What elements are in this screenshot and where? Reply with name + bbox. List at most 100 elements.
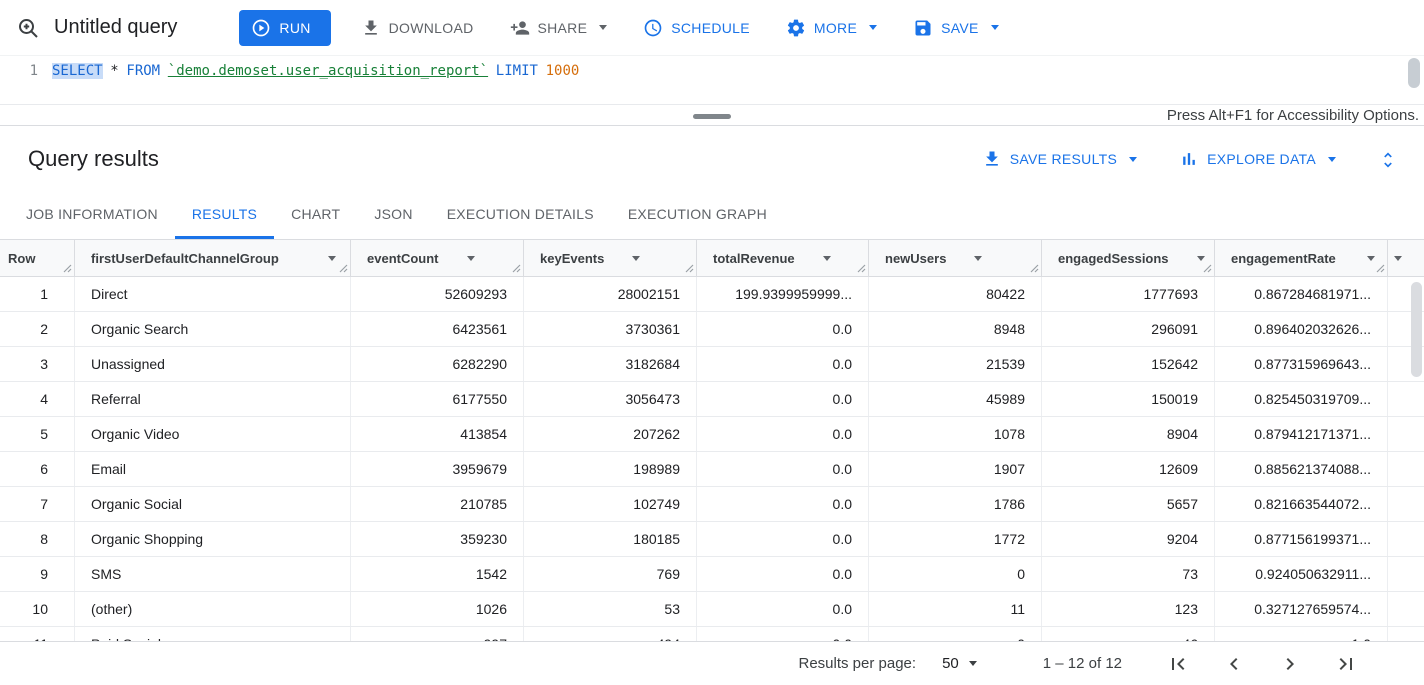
sort-arrow-icon[interactable] <box>822 255 831 261</box>
table-scrollbar-thumb[interactable] <box>1411 282 1422 377</box>
save-results-caret-icon <box>1129 156 1138 162</box>
new-users-cell: 21539 <box>869 347 1042 381</box>
total-revenue-cell: 0.0 <box>697 627 869 641</box>
row-number-cell: 5 <box>0 417 75 451</box>
total-revenue-cell: 0.0 <box>697 417 869 451</box>
engaged-sessions-cell: 8904 <box>1042 417 1215 451</box>
sort-arrow-icon[interactable] <box>1394 255 1402 261</box>
tab-job-information[interactable]: JOB INFORMATION <box>26 206 158 222</box>
row-number-cell: 3 <box>0 347 75 381</box>
run-button[interactable]: RUN <box>239 9 331 46</box>
sort-arrow-icon[interactable] <box>328 255 336 261</box>
column-header-eventCount[interactable]: eventCount <box>351 240 524 276</box>
engagement-rate-cell: 0.825450319709... <box>1215 382 1388 416</box>
page-size-select[interactable]: 50 <box>942 655 977 672</box>
engaged-sessions-cell: 12609 <box>1042 452 1215 486</box>
total-revenue-cell: 0.0 <box>697 452 869 486</box>
panel-divider: Press Alt+F1 for Accessibility Options. <box>0 104 1424 126</box>
column-header-keyEvents[interactable]: keyEvents <box>524 240 697 276</box>
column-header-totalRevenue[interactable]: totalRevenue <box>697 240 869 276</box>
row-number-cell: 6 <box>0 452 75 486</box>
save-button[interactable]: SAVE <box>913 18 999 38</box>
column-label: totalRevenue <box>713 250 795 266</box>
pagination-bar: Results per page: 50 1 – 12 of 12 <box>0 641 1424 685</box>
column-resize-handle[interactable] <box>1376 264 1385 273</box>
save-label: SAVE <box>941 19 979 36</box>
column-resize-handle[interactable] <box>339 264 348 273</box>
engagement-rate-cell: 0.877156199371... <box>1215 522 1388 556</box>
sql-keyword-limit: LIMIT <box>495 63 538 79</box>
save-icon <box>913 18 933 38</box>
engagement-rate-cell: 0.924050632911... <box>1215 557 1388 591</box>
column-header-engagedSessions[interactable]: engagedSessions <box>1042 240 1215 276</box>
sort-arrow-icon[interactable] <box>974 255 983 261</box>
column-resize-handle[interactable] <box>685 264 694 273</box>
expand-panel-button[interactable] <box>1378 149 1398 169</box>
column-header-row[interactable]: Row <box>0 240 75 276</box>
column-label: Row <box>8 250 36 266</box>
new-users-cell: 1907 <box>869 452 1042 486</box>
column-label: engagedSessions <box>1058 250 1169 266</box>
row-number-cell: 9 <box>0 557 75 591</box>
channel-group-cell: Organic Video <box>75 417 351 451</box>
tab-chart[interactable]: CHART <box>291 206 341 222</box>
event-count-cell: 52609293 <box>351 277 524 311</box>
key-events-cell: 28002151 <box>524 277 697 311</box>
row-number-cell: 8 <box>0 522 75 556</box>
engaged-sessions-cell: 150019 <box>1042 382 1215 416</box>
more-label: MORE <box>813 19 858 36</box>
table-header-row: Row firstUserDefaultChannelGroup eventCo… <box>0 240 1424 277</box>
column-resize-handle[interactable] <box>1203 264 1212 273</box>
gear-icon <box>786 18 806 38</box>
save-results-button[interactable]: SAVE RESULTS <box>982 149 1138 169</box>
next-page-button[interactable] <box>1278 652 1302 676</box>
table-row: 7 Organic Social 210785 102749 0.0 1786 … <box>0 487 1424 522</box>
table-scrollbar[interactable] <box>1411 282 1422 482</box>
column-header-partial[interactable] <box>1388 240 1424 276</box>
tab-execution-graph[interactable]: EXECUTION GRAPH <box>627 206 767 222</box>
last-page-button[interactable] <box>1334 652 1358 676</box>
clock-icon <box>643 18 663 38</box>
event-count-cell: 6282290 <box>351 347 524 381</box>
sort-arrow-icon[interactable] <box>466 255 475 261</box>
sort-arrow-icon[interactable] <box>1367 255 1375 261</box>
spacer-cell <box>1388 522 1424 556</box>
previous-page-button[interactable] <box>1222 652 1246 676</box>
tab-json[interactable]: JSON <box>374 206 413 222</box>
column-header-engagementRate[interactable]: engagementRate <box>1215 240 1388 276</box>
event-count-cell: 1542 <box>351 557 524 591</box>
sql-editor[interactable]: 1 SELECT * FROM `demo.demoset.user_acquisit… <box>0 56 1424 104</box>
spacer-cell <box>1388 487 1424 521</box>
column-resize-handle[interactable] <box>857 264 866 273</box>
download-button[interactable]: DOWNLOAD <box>361 18 474 38</box>
column-header-firstUserDefaultChannelGroup[interactable]: firstUserDefaultChannelGroup <box>75 240 351 276</box>
column-header-newUsers[interactable]: newUsers <box>869 240 1042 276</box>
table-row: 8 Organic Shopping 359230 180185 0.0 177… <box>0 522 1424 557</box>
channel-group-cell: SMS <box>75 557 351 591</box>
channel-group-cell: Organic Shopping <box>75 522 351 556</box>
editor-scrollbar[interactable] <box>1408 58 1420 102</box>
schedule-button[interactable]: SCHEDULE <box>643 18 750 38</box>
column-resize-handle[interactable] <box>1030 264 1039 273</box>
column-resize-handle[interactable] <box>512 264 521 273</box>
column-resize-handle[interactable] <box>63 264 72 273</box>
column-label: newUsers <box>885 250 947 266</box>
channel-group-cell: Organic Search <box>75 312 351 346</box>
first-page-button[interactable] <box>1166 652 1190 676</box>
sql-table-reference[interactable]: `demo.demoset.user_acquisition_report` <box>167 63 489 79</box>
explore-data-button[interactable]: EXPLORE DATA <box>1179 149 1336 169</box>
column-label: eventCount <box>367 250 439 266</box>
tab-results[interactable]: RESULTS <box>174 192 275 239</box>
share-button[interactable]: SHARE <box>510 18 608 38</box>
play-icon <box>251 18 271 38</box>
total-revenue-cell: 0.0 <box>697 522 869 556</box>
total-revenue-cell: 0.0 <box>697 312 869 346</box>
panel-resize-handle[interactable] <box>693 114 731 119</box>
sort-arrow-icon[interactable] <box>1196 255 1205 261</box>
sort-arrow-icon[interactable] <box>632 255 641 261</box>
tab-execution-details[interactable]: EXECUTION DETAILS <box>446 206 594 222</box>
editor-scrollbar-thumb[interactable] <box>1408 58 1420 88</box>
new-users-cell: 45989 <box>869 382 1042 416</box>
more-button[interactable]: MORE <box>786 18 878 38</box>
engagement-rate-cell: 0.821663544072... <box>1215 487 1388 521</box>
